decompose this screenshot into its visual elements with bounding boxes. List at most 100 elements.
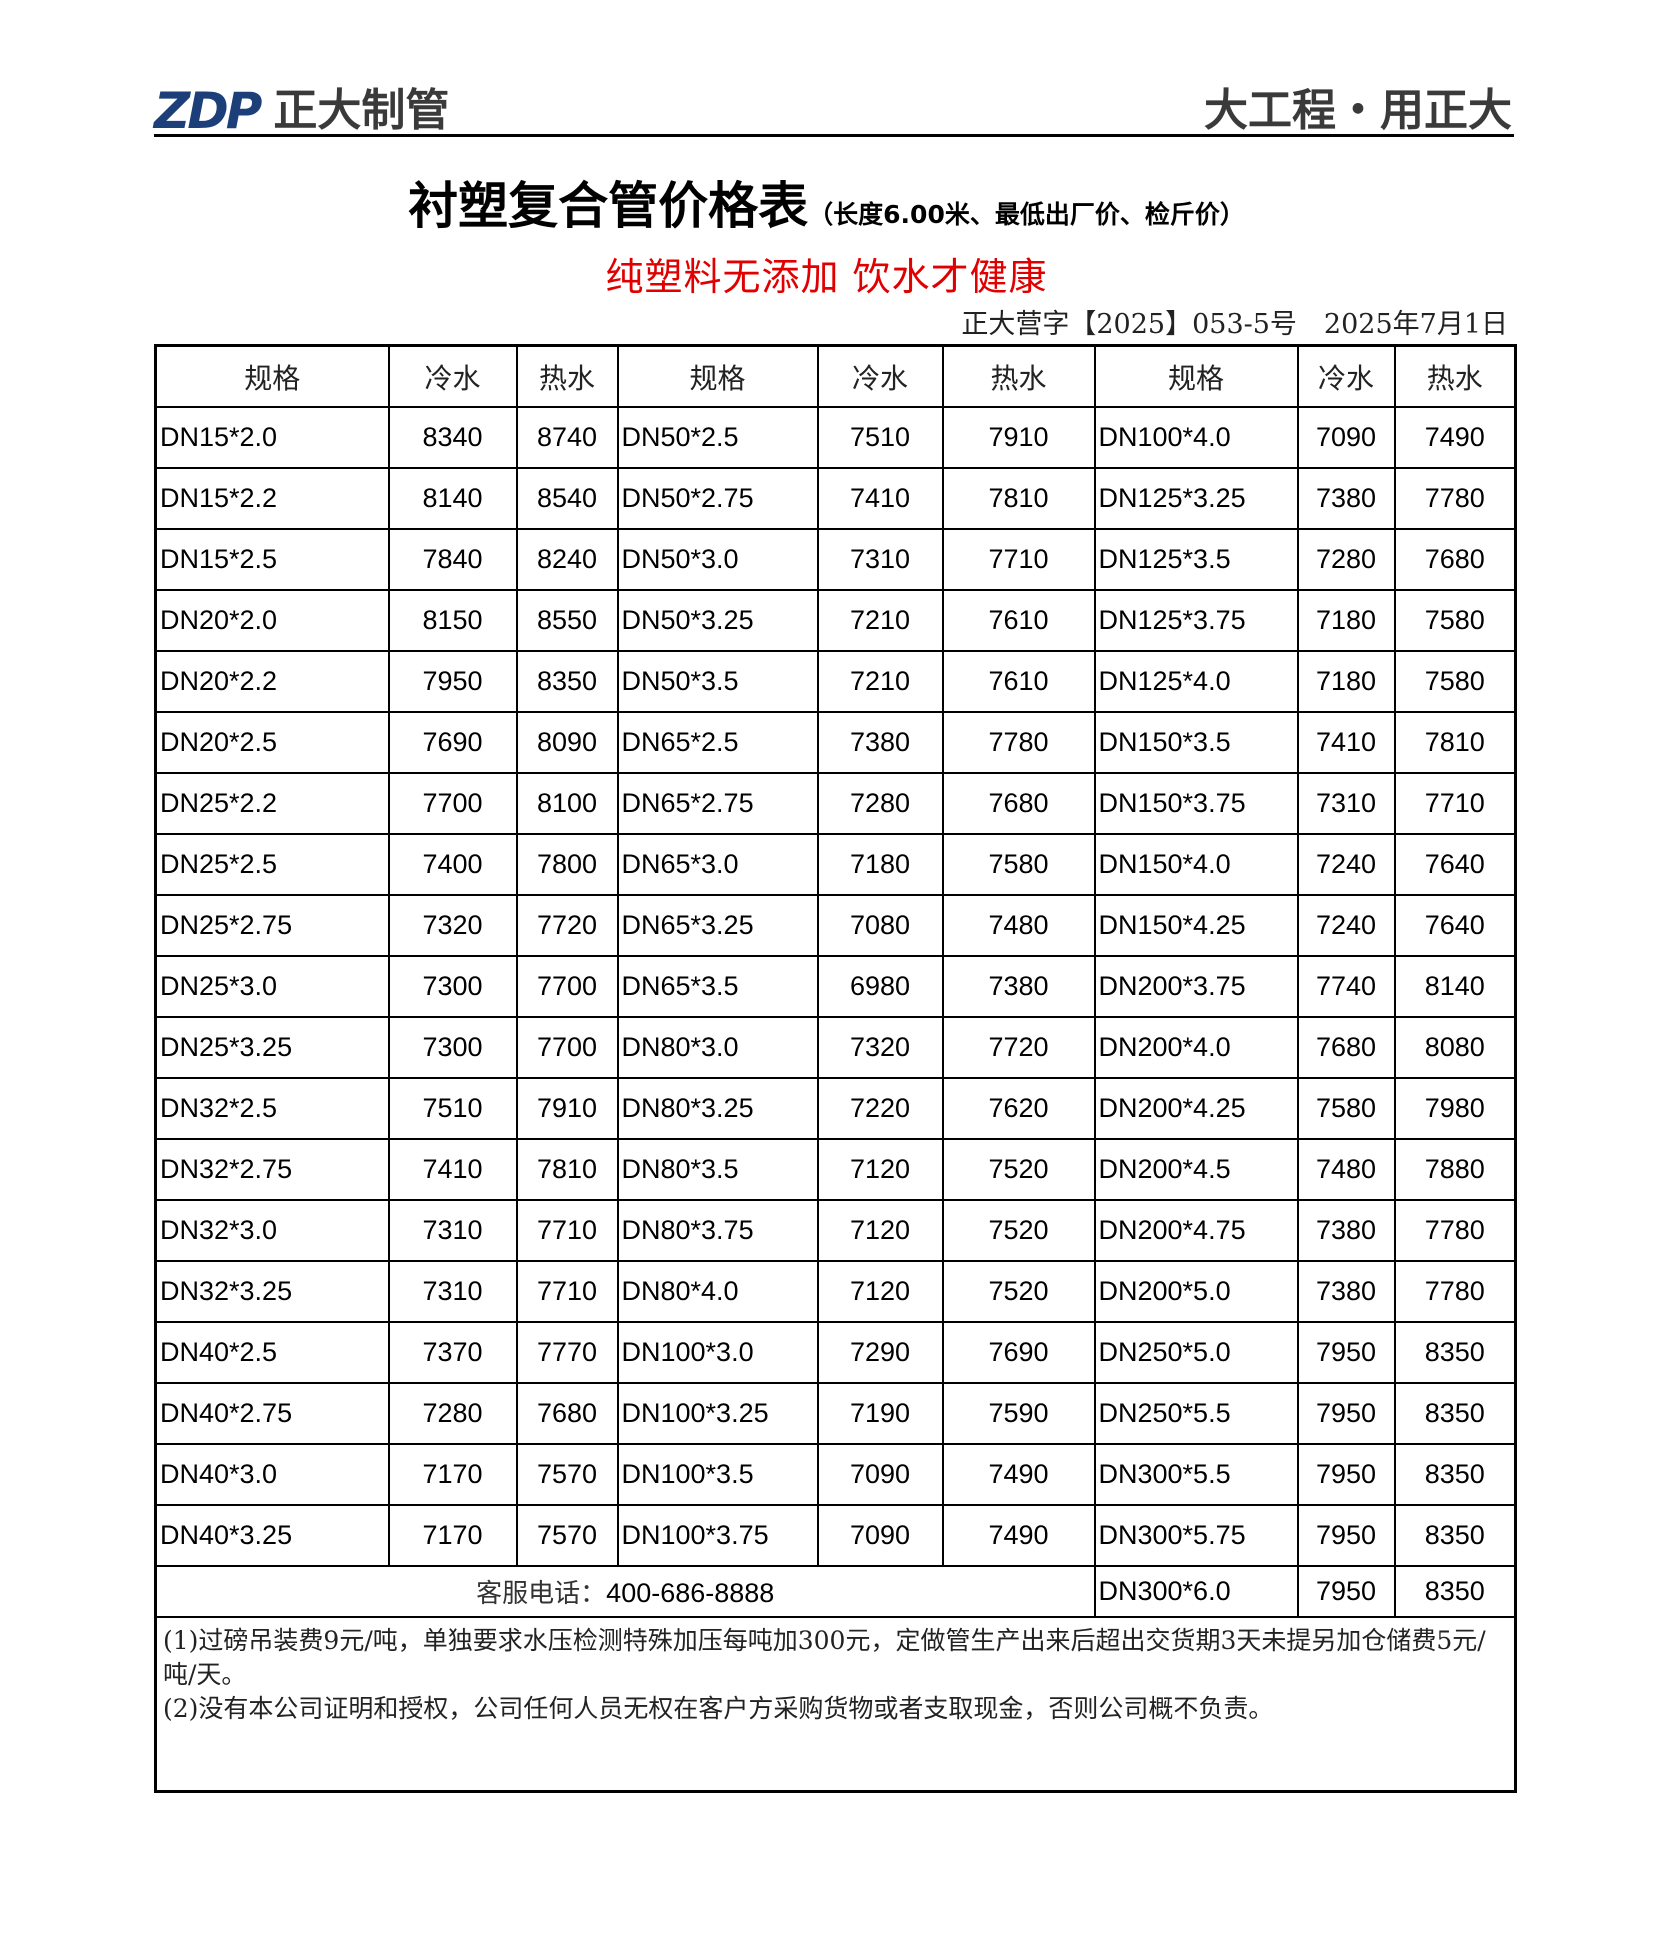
cold-water-price: 7280 <box>1296 528 1396 591</box>
hot-water-price: 7710 <box>1393 772 1517 835</box>
spec-cell: DN15*2.5 <box>154 528 390 591</box>
hot-water-price: 8540 <box>515 467 619 530</box>
table-row: DN20*2.0 8150 8550 DN50*3.25 7210 7610 DN125*3… <box>154 589 1517 652</box>
column-header: 规格 <box>154 344 390 408</box>
hot-water-price: 7810 <box>941 467 1096 530</box>
hot-water-price: 7690 <box>941 1321 1096 1384</box>
column-header: 冷水 <box>387 344 518 408</box>
table-row: DN25*2.5 7400 7800 DN65*3.0 7180 7580 DN150*4.… <box>154 833 1517 896</box>
spec-cell: DN25*3.25 <box>154 1016 390 1079</box>
hot-water-price: 7710 <box>515 1199 619 1262</box>
spec-cell: DN80*4.0 <box>616 1260 819 1323</box>
cold-water-price: 7380 <box>1296 1260 1396 1323</box>
hot-water-price: 7910 <box>941 406 1096 469</box>
cold-water-price: 7180 <box>1296 650 1396 713</box>
cold-water-price: 7380 <box>1296 1199 1396 1262</box>
hot-water-price: 7780 <box>1393 1199 1517 1262</box>
cold-water-price: 7210 <box>816 650 944 713</box>
hot-water-price: 7810 <box>515 1138 619 1201</box>
header-slogan: 大工程・用正大 <box>1204 85 1512 136</box>
cold-water-price: 7170 <box>387 1443 518 1506</box>
spec-cell: DN32*2.75 <box>154 1138 390 1201</box>
price-table: 规格 冷水 热水 规格 冷水 热水 规格 冷水 热水 DN15*2.0 8340 8740 DN50*… <box>154 344 1517 1793</box>
hot-water-price: 7380 <box>941 955 1096 1018</box>
cold-water-price: 7320 <box>387 894 518 957</box>
hot-water-price: 7700 <box>515 955 619 1018</box>
table-row: DN20*2.5 7690 8090 DN65*2.5 7380 7780 DN150*3.… <box>154 711 1517 774</box>
hot-water-price: 7710 <box>515 1260 619 1323</box>
cold-water-price: 7090 <box>816 1504 944 1567</box>
cold-water-price: 7240 <box>1296 894 1396 957</box>
hot-water-price: 7570 <box>515 1504 619 1567</box>
spec-cell: DN300*5.75 <box>1093 1504 1299 1567</box>
cold-water-price: 7690 <box>387 711 518 774</box>
phone-label: 客服电话： <box>476 1579 607 1609</box>
cold-water-price: 7410 <box>1296 711 1396 774</box>
cold-water-price: 7300 <box>387 955 518 1018</box>
hot-water-price: 8550 <box>515 589 619 652</box>
cold-water-price: 7120 <box>816 1138 944 1201</box>
cold-water-price: 7400 <box>387 833 518 896</box>
spec-cell: DN150*4.0 <box>1093 833 1299 896</box>
spec-cell: DN300*5.5 <box>1093 1443 1299 1506</box>
spec-cell: DN250*5.0 <box>1093 1321 1299 1384</box>
cold-water-price: 7120 <box>816 1260 944 1323</box>
hot-water-price: 8240 <box>515 528 619 591</box>
hot-water-price: 7880 <box>1393 1138 1517 1201</box>
cold-water-price: 7180 <box>816 833 944 896</box>
hot-water-price: 7590 <box>941 1382 1096 1445</box>
hot-water-price: 7680 <box>515 1382 619 1445</box>
hot-water-price: 8350 <box>1393 1504 1517 1567</box>
hot-water-price: 7480 <box>941 894 1096 957</box>
hot-water-price: 8080 <box>1393 1016 1517 1079</box>
hot-water-price: 7640 <box>1393 833 1517 896</box>
spec-cell: DN25*2.5 <box>154 833 390 896</box>
spec-cell: DN40*3.0 <box>154 1443 390 1506</box>
table-row: DN32*2.5 7510 7910 DN80*3.25 7220 7620 DN200*4… <box>154 1077 1517 1140</box>
cold-water-price: 7300 <box>387 1016 518 1079</box>
hot-water-price: 7800 <box>515 833 619 896</box>
cold-water-price: 7310 <box>1296 772 1396 835</box>
spec-cell: DN40*2.5 <box>154 1321 390 1384</box>
spec-cell: DN100*3.0 <box>616 1321 819 1384</box>
cold-water-price: 7510 <box>387 1077 518 1140</box>
hot-water-price: 7520 <box>941 1260 1096 1323</box>
notes: (1)过磅吊装费9元/吨，单独要求水压检测特殊加压每吨加300元，定做管生产出来… <box>154 1616 1517 1793</box>
hot-water-price: 8090 <box>515 711 619 774</box>
hot-water-price: 7490 <box>941 1443 1096 1506</box>
cold-water-price: 7310 <box>816 528 944 591</box>
hot-water-price: 7610 <box>941 650 1096 713</box>
spec-cell: DN15*2.0 <box>154 406 390 469</box>
spec-cell: DN150*4.25 <box>1093 894 1299 957</box>
table-header-row: 规格 冷水 热水 规格 冷水 热水 规格 冷水 热水 <box>154 344 1517 408</box>
hot-water-price: 7710 <box>941 528 1096 591</box>
header-divider <box>154 134 1514 137</box>
hot-water-price: 8350 <box>1393 1321 1517 1384</box>
hot-water-price: 7910 <box>515 1077 619 1140</box>
cold-water-price: 7580 <box>1296 1077 1396 1140</box>
hot-water-price: 7580 <box>1393 650 1517 713</box>
spec-cell: DN80*3.75 <box>616 1199 819 1262</box>
spec-cell: DN250*5.5 <box>1093 1382 1299 1445</box>
hot-water-price: 8100 <box>515 772 619 835</box>
hot-water-price: 7700 <box>515 1016 619 1079</box>
spec-cell: DN200*4.0 <box>1093 1016 1299 1079</box>
cold-water-price: 7190 <box>816 1382 944 1445</box>
spec-cell: DN200*4.25 <box>1093 1077 1299 1140</box>
cold-water-price: 7410 <box>816 467 944 530</box>
cold-water-price: 7950 <box>1296 1382 1396 1445</box>
cold-water-price: 7950 <box>1296 1443 1396 1506</box>
spec-cell: DN200*5.0 <box>1093 1260 1299 1323</box>
cold-water-price: 7220 <box>816 1077 944 1140</box>
cold-water-price: 7380 <box>816 711 944 774</box>
table-row: DN20*2.2 7950 8350 DN50*3.5 7210 7610 DN125*4.… <box>154 650 1517 713</box>
spec-cell: DN32*3.25 <box>154 1260 390 1323</box>
table-row: DN40*3.0 7170 7570 DN100*3.5 7090 7490 DN300*5… <box>154 1443 1517 1506</box>
spec-cell: DN125*3.25 <box>1093 467 1299 530</box>
spec-cell: DN50*2.5 <box>616 406 819 469</box>
spec-cell: DN200*4.5 <box>1093 1138 1299 1201</box>
cold-water-price: 7240 <box>1296 833 1396 896</box>
spec-cell: DN125*3.5 <box>1093 528 1299 591</box>
spec-cell: DN150*3.5 <box>1093 711 1299 774</box>
cold-water-price: 7290 <box>816 1321 944 1384</box>
